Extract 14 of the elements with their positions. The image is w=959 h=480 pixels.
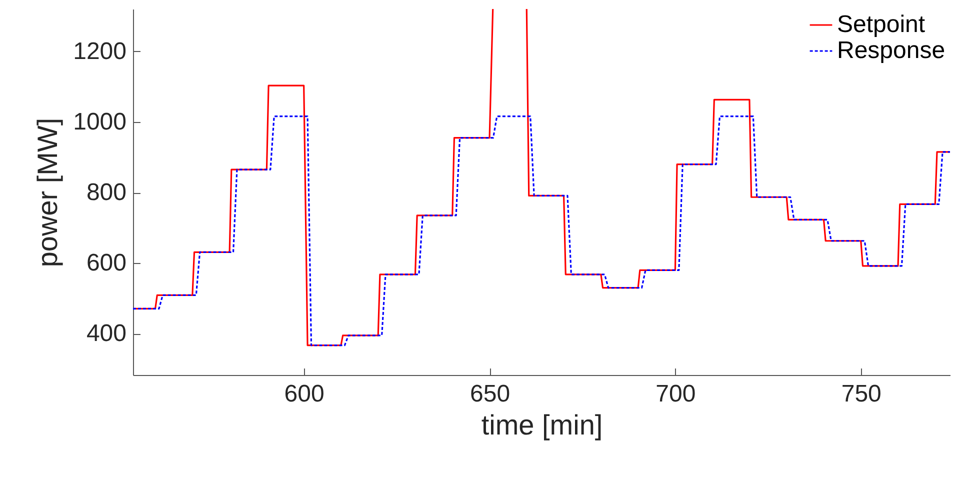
- legend-label: Setpoint: [837, 11, 926, 38]
- y-tick-label: 1200: [73, 38, 126, 65]
- y-tick-label: 400: [86, 320, 126, 348]
- line-series: [133, 115, 950, 346]
- y-axis-title: power [MW]: [32, 118, 64, 268]
- x-tick-label: 750: [841, 380, 882, 408]
- y-tick-label: 600: [86, 250, 126, 277]
- legend-label: Response: [837, 37, 946, 64]
- x-axis-title: time [min]: [481, 410, 603, 440]
- x-tick-label: 700: [656, 380, 696, 408]
- y-tick-label: 800: [86, 179, 126, 206]
- x-tick-label: 600: [284, 380, 324, 408]
- y-tick-label: 1000: [73, 108, 126, 136]
- x-tick-label: 650: [470, 380, 510, 408]
